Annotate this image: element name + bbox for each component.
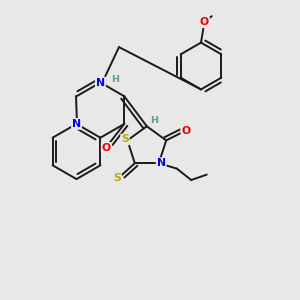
- Text: O: O: [200, 17, 209, 27]
- Text: N: N: [157, 158, 166, 168]
- Text: N: N: [96, 77, 105, 88]
- Text: O: O: [102, 143, 111, 153]
- Text: O: O: [182, 126, 190, 136]
- Text: S: S: [113, 172, 121, 183]
- Text: H: H: [111, 75, 119, 84]
- Text: N: N: [72, 119, 81, 129]
- Text: S: S: [121, 134, 129, 145]
- Text: H: H: [150, 116, 158, 125]
